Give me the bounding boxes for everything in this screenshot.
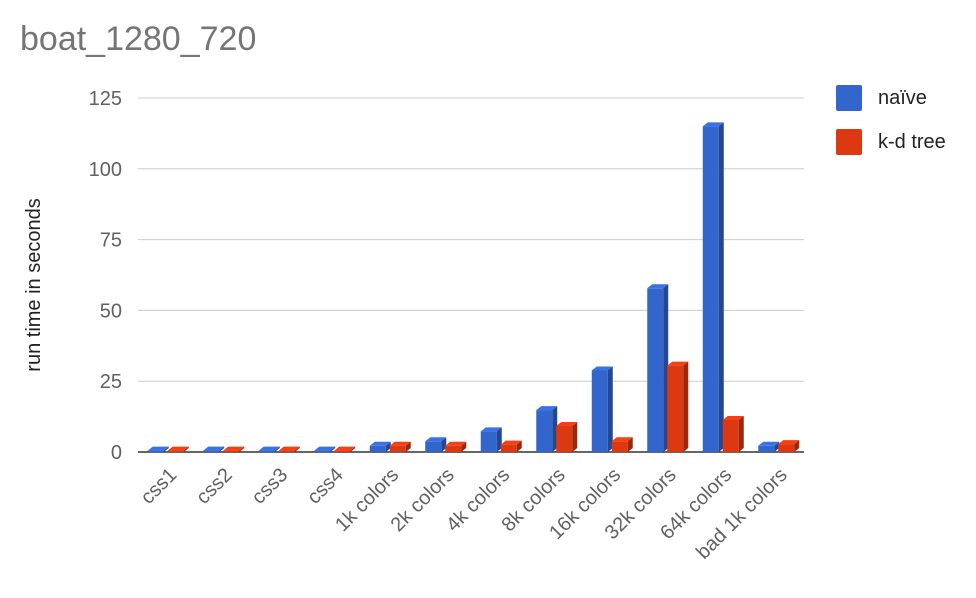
legend-swatch-series-1 — [836, 85, 862, 111]
x-tick-label: css3 — [248, 464, 293, 509]
bar-2-2 — [223, 446, 245, 452]
bar-1-11 — [702, 122, 724, 452]
legend-label-series-1: naïve — [878, 86, 927, 109]
x-tick-label: css1 — [137, 464, 182, 509]
legend-item-series-2: k-d tree — [836, 128, 946, 156]
bar-1-10 — [647, 284, 669, 452]
legend-label-series-2: k-d tree — [878, 130, 946, 153]
y-tick-label: 25 — [100, 371, 122, 393]
x-tick-label: css4 — [303, 464, 348, 509]
legend: naïve k-d tree — [836, 84, 946, 172]
bar-2-3 — [278, 446, 300, 452]
y-tick-label: 75 — [100, 230, 122, 252]
bar-2-12 — [778, 440, 800, 452]
bar-2-4 — [334, 446, 356, 452]
bar-1-12 — [758, 441, 780, 452]
bar-1-2 — [203, 446, 225, 452]
y-axis-label: run time in seconds — [23, 198, 45, 371]
bar-2-11 — [722, 415, 744, 452]
y-tick-label: 100 — [89, 159, 122, 181]
bar-1-3 — [258, 446, 280, 452]
x-tick-label: css2 — [192, 464, 237, 509]
y-tick-label: 0 — [111, 442, 122, 464]
y-tick-label: 50 — [100, 300, 122, 322]
bar-1-8 — [536, 406, 558, 452]
legend-item-series-1: naïve — [836, 84, 946, 112]
bar-2-8 — [556, 421, 578, 452]
bar-1-4 — [314, 446, 336, 452]
bar-2-9 — [611, 437, 633, 452]
bar-2-7 — [500, 440, 522, 452]
bar-1-1 — [147, 446, 169, 452]
grid-lines — [138, 97, 804, 453]
bar-2-1 — [167, 446, 189, 452]
bars — [147, 122, 800, 452]
bar-1-5 — [369, 441, 391, 452]
bar-2-10 — [667, 361, 689, 452]
y-tick-label: 125 — [89, 88, 122, 110]
bar-1-6 — [425, 437, 447, 452]
y-axis-ticks: 0 25 50 75 100 125 — [89, 88, 122, 464]
chart-title: boat_1280_720 — [20, 20, 257, 58]
bar-2-5 — [389, 441, 411, 452]
bar-2-6 — [445, 441, 467, 452]
legend-swatch-series-2 — [836, 129, 862, 155]
bar-1-7 — [480, 427, 502, 452]
bar-1-9 — [591, 366, 613, 452]
